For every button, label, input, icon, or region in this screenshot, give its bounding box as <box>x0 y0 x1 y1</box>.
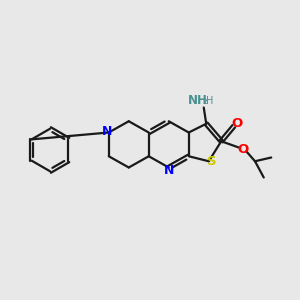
Text: O: O <box>231 117 242 130</box>
Text: H: H <box>206 95 213 106</box>
Text: ₂: ₂ <box>202 94 207 107</box>
Text: NH: NH <box>188 94 207 107</box>
Text: N: N <box>164 164 174 176</box>
Text: O: O <box>238 143 249 156</box>
Text: N: N <box>102 125 113 138</box>
Text: S: S <box>207 155 217 168</box>
